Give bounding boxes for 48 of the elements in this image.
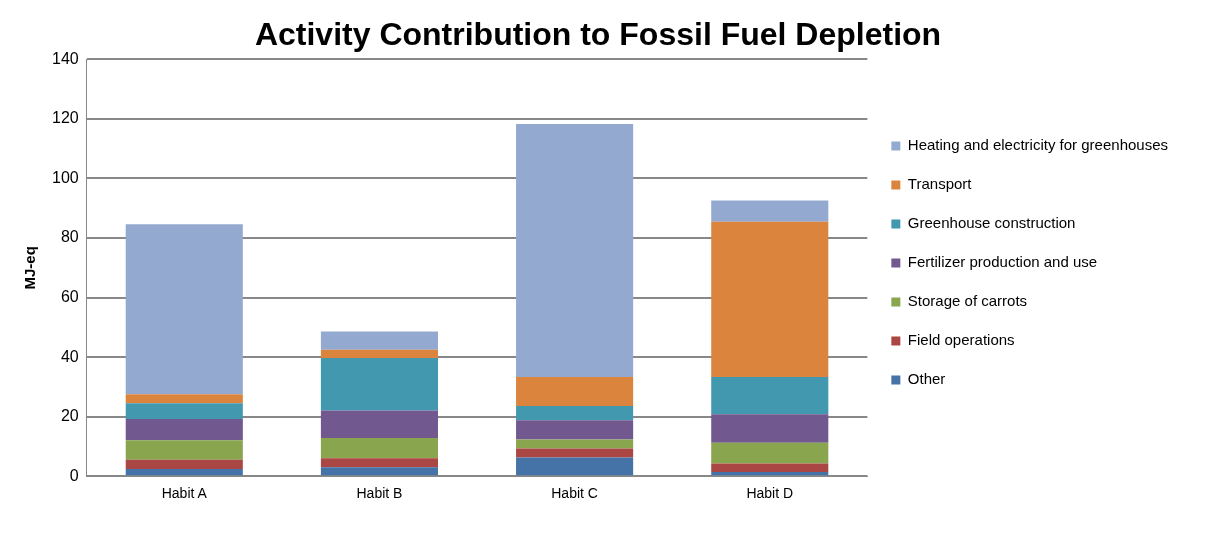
- bar: [320, 410, 438, 439]
- legend-label: Greenhouse construction: [907, 214, 1076, 232]
- bar: [516, 124, 634, 378]
- legend-label: Field operations: [907, 331, 1015, 349]
- bar: [711, 463, 829, 473]
- bar: [320, 467, 438, 476]
- y-tick-label: 120: [51, 109, 79, 127]
- bar: [320, 331, 438, 350]
- legend-label: Heating and electricity for greenhouses: [907, 136, 1169, 154]
- bar: [711, 221, 829, 378]
- x-tick-label: Habit B: [356, 485, 403, 502]
- x-tick-label: Habit A: [161, 485, 208, 502]
- y-tick-label: 80: [60, 228, 79, 246]
- y-tick-label: 20: [60, 407, 79, 425]
- bar: [125, 459, 243, 470]
- y-axis-title: MJ-eq: [21, 246, 39, 290]
- chart-title: Activity Contribution to Fossil Fuel Depletion: [254, 16, 942, 53]
- bar: [125, 440, 243, 460]
- bar: [516, 377, 634, 406]
- legend-label: Transport: [907, 175, 973, 193]
- bar: [516, 420, 634, 440]
- bar: [711, 414, 829, 443]
- y-tick-label: 140: [51, 49, 79, 67]
- legend-label: Storage of carrots: [907, 292, 1028, 310]
- bar: [125, 419, 243, 441]
- x-tick-label: Habit D: [746, 485, 794, 502]
- bar: [125, 224, 243, 395]
- bar: [711, 472, 829, 476]
- bar: [125, 469, 243, 476]
- legend-label: Fertilizer production and use: [907, 253, 1098, 271]
- y-tick-label: 60: [60, 287, 79, 305]
- bar: [516, 405, 634, 421]
- bar: [125, 403, 243, 420]
- bar: [320, 349, 438, 359]
- bar: [320, 358, 438, 411]
- bar: [320, 438, 438, 459]
- bar: [711, 200, 829, 222]
- bar: [125, 394, 243, 404]
- x-tick-label: Habit C: [551, 485, 598, 502]
- bar: [320, 458, 438, 468]
- y-tick-label: 0: [69, 466, 79, 484]
- y-tick-label: 100: [51, 168, 79, 186]
- bar: [711, 442, 829, 464]
- y-tick-label: 40: [60, 347, 79, 365]
- bar: [516, 439, 634, 449]
- bar: [516, 457, 634, 476]
- bar: [711, 377, 829, 415]
- legend-label: Other: [907, 370, 946, 388]
